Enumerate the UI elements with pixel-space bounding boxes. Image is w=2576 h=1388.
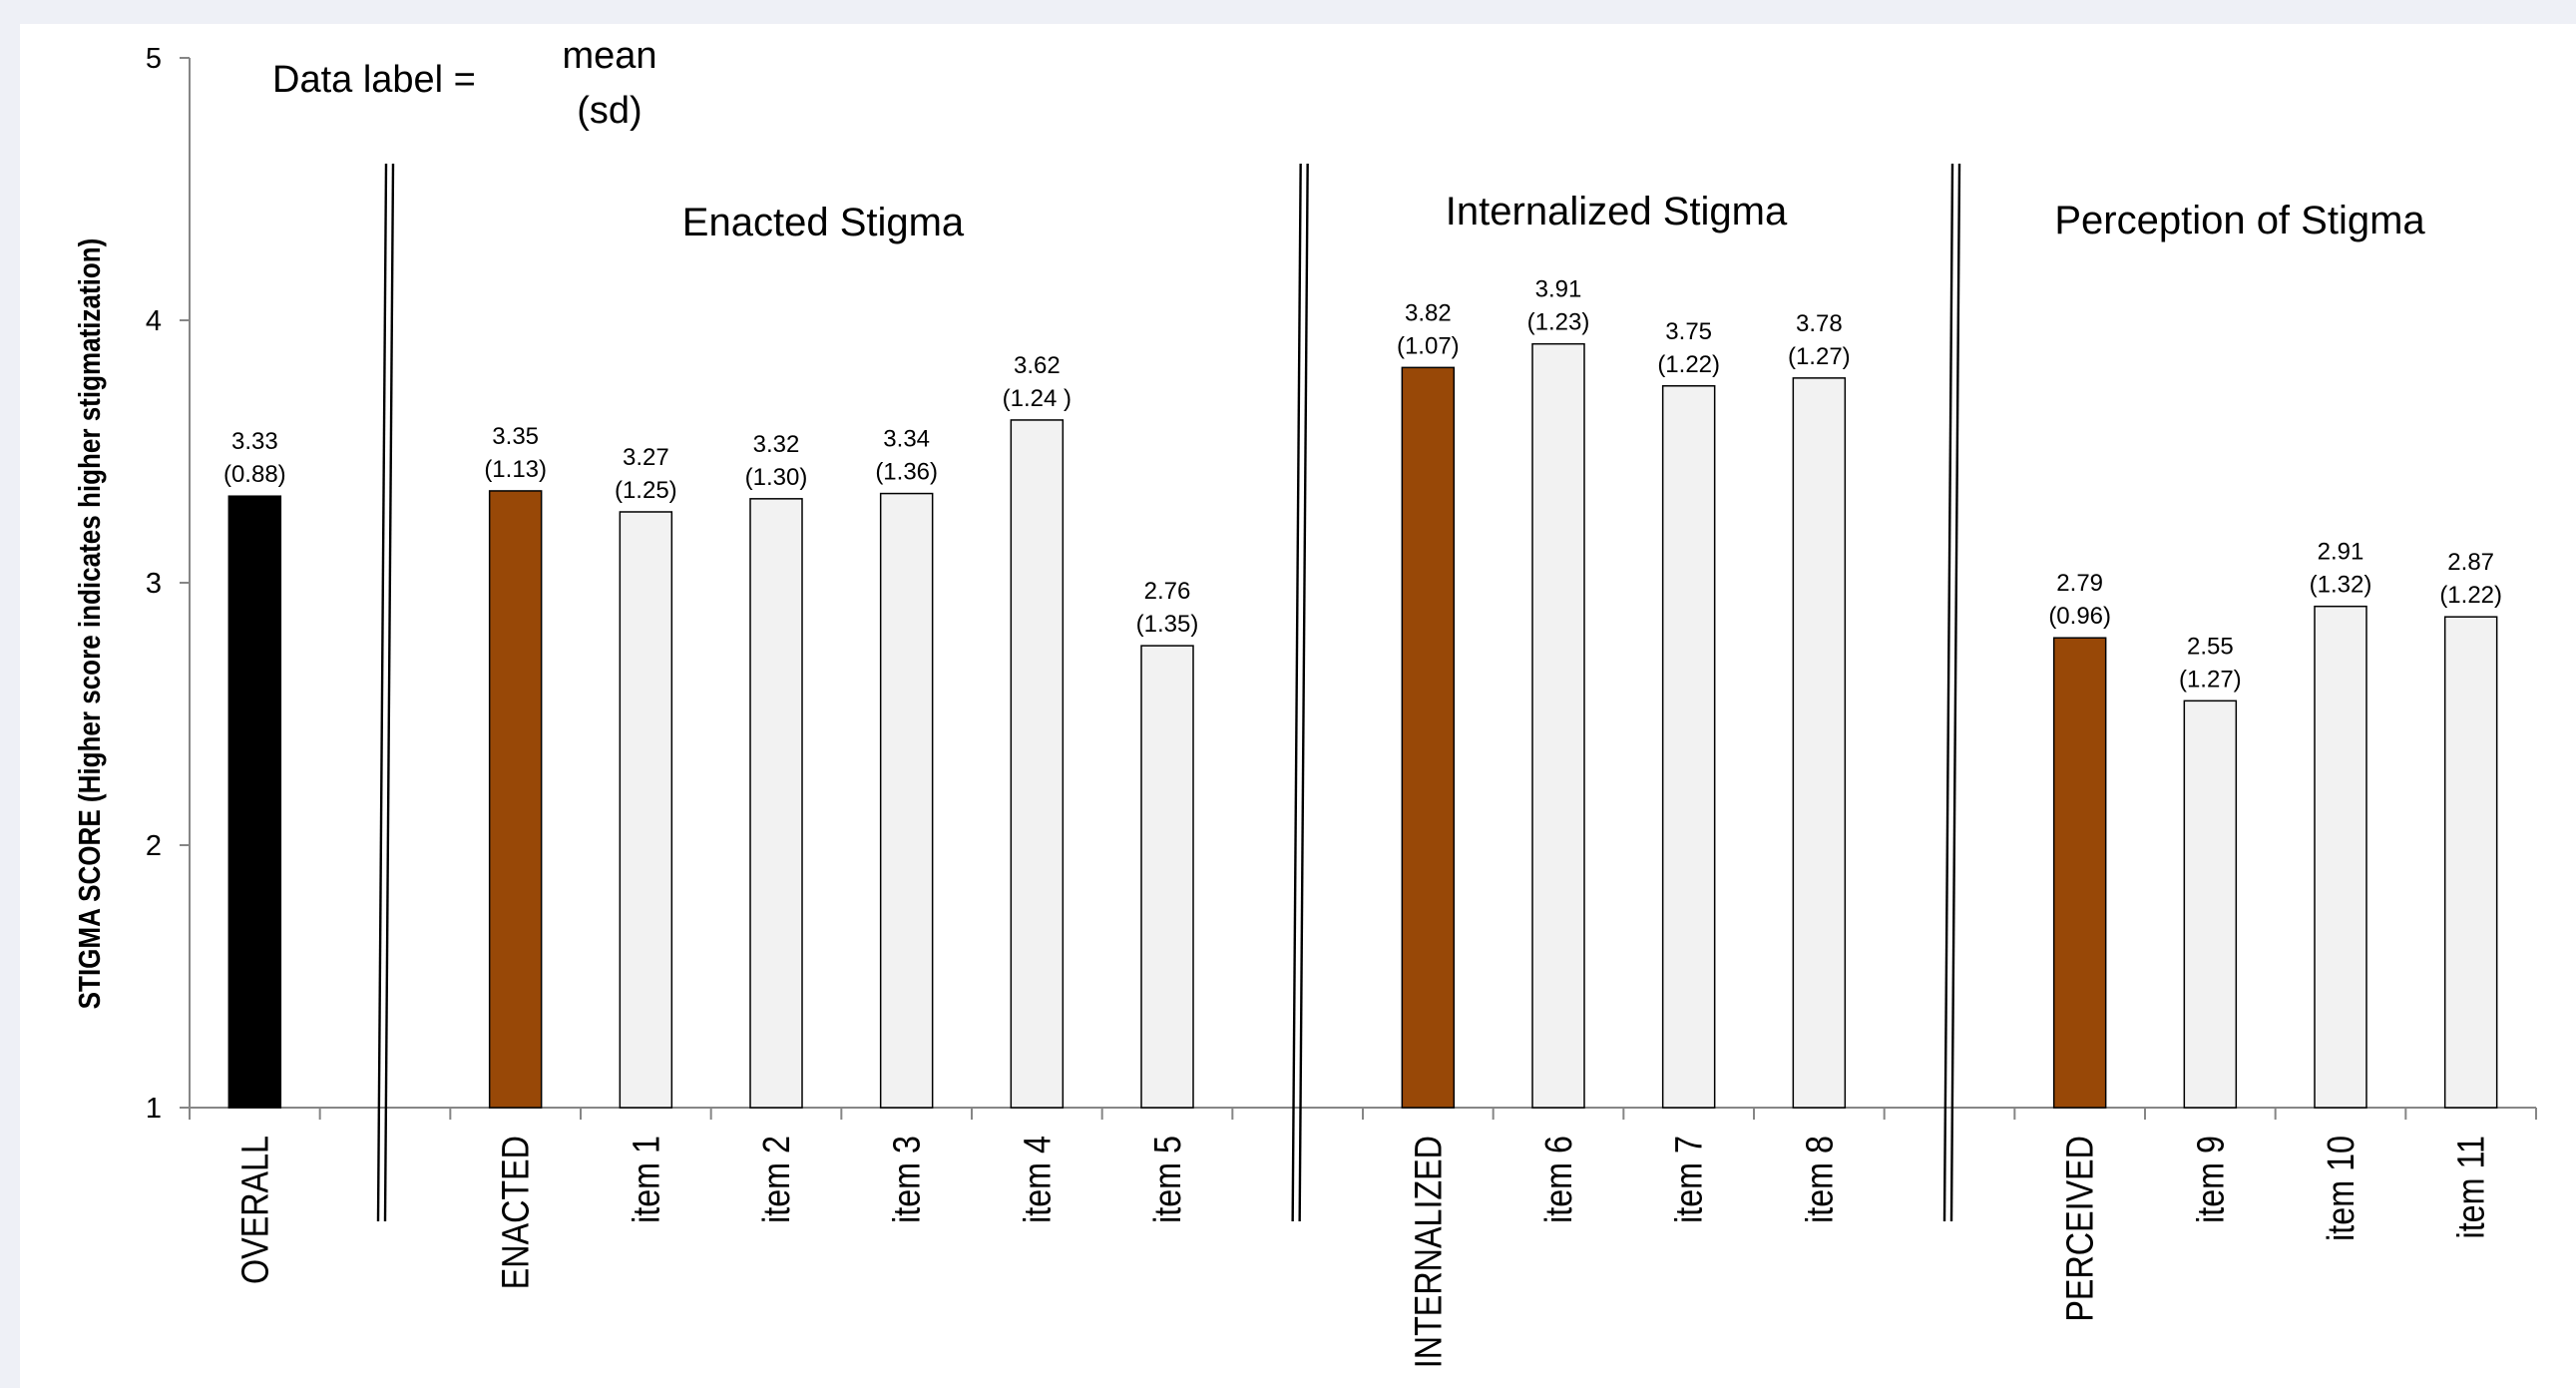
x-tick-label: item 9 — [2190, 1136, 2232, 1223]
x-tick-label: OVERALL — [234, 1136, 276, 1284]
bar-item-4 — [1010, 419, 1065, 1109]
data-label-sd: (1.30) — [745, 464, 808, 491]
bar-item-2 — [749, 498, 803, 1109]
data-label-mean: 3.35 — [492, 423, 539, 450]
group-separator-line — [383, 163, 395, 1222]
bar-item-1 — [619, 511, 673, 1109]
x-tick-label: item 8 — [1799, 1136, 1841, 1223]
plot-area: 1 2 3 4 5 3.33 (0.88) 3.35 (1.13) 3.27 (1.25) 3.32… — [20, 24, 2576, 1388]
data-label-sd: (1.22) — [2439, 582, 2502, 609]
bar-enacted — [488, 490, 543, 1109]
x-tick-labels: OVERALL ENACTED item 1 item 2 item 3 item 4 it… — [234, 1136, 2492, 1368]
x-tick-label: PERCEIVED — [2059, 1136, 2101, 1322]
data-label-mean: 2.91 — [2318, 539, 2364, 566]
x-tick-label: item 1 — [626, 1136, 667, 1223]
data-label-sd: (1.27) — [2179, 666, 2242, 693]
x-tick-label: item 7 — [1668, 1136, 1710, 1223]
data-label-sd: (1.36) — [875, 459, 938, 486]
data-label-mean: 2.87 — [2447, 549, 2494, 576]
data-label-mean: 3.82 — [1405, 299, 1452, 326]
bar-item-9 — [2183, 699, 2238, 1109]
group-separator-line — [1942, 163, 1954, 1222]
group-title: Enacted Stigma — [682, 201, 965, 244]
stigma-bar-chart: 1 2 3 4 5 3.33 (0.88) 3.35 (1.13) 3.27 (1.25) 3.32… — [73, 35, 2537, 1368]
data-label-sd: (1.07) — [1397, 332, 1460, 359]
group-title: Perception of Stigma — [2054, 199, 2425, 242]
legend-prefix: Data label = — [272, 59, 476, 101]
x-tick-label: ENACTED — [495, 1136, 537, 1289]
group-separator-line — [1291, 163, 1302, 1222]
bar-overall — [227, 495, 282, 1109]
data-label-sd: (1.27) — [1788, 343, 1851, 370]
x-axis — [189, 1107, 2537, 1120]
data-label-mean: 3.62 — [1014, 352, 1061, 379]
data-label-sd: (1.24 ) — [1003, 385, 1072, 412]
data-label-mean: 3.78 — [1796, 310, 1843, 337]
bar-item-8 — [1792, 377, 1847, 1109]
x-tick-label: item 5 — [1147, 1136, 1189, 1223]
data-label-sd: (1.13) — [484, 456, 547, 483]
x-tick-label: item 11 — [2450, 1136, 2492, 1238]
data-label-mean: 2.79 — [2056, 570, 2103, 597]
bar-item-3 — [879, 492, 934, 1109]
group-titles: Enacted Stigma Internalized Stigma Percept… — [682, 190, 2426, 244]
data-label-sd: (1.22) — [1657, 351, 1720, 378]
bar-perceived — [2052, 637, 2107, 1109]
data-label-mean: 3.75 — [1665, 318, 1712, 345]
group-title: Internalized Stigma — [1446, 190, 1788, 233]
data-label-legend: Data label = mean (sd) — [272, 35, 657, 132]
y-axis-label: STIGMA SCORE (Higher score indicates hig… — [73, 238, 108, 1010]
data-label-mean: 3.27 — [623, 444, 669, 471]
data-label-sd: (0.96) — [2048, 603, 2111, 630]
x-tick-label: INTERNALIZED — [1408, 1136, 1450, 1368]
data-label-mean: 3.91 — [1535, 276, 1582, 303]
data-label-sd: (1.25) — [615, 477, 677, 504]
x-tick-label: item 4 — [1017, 1136, 1059, 1223]
group-separator-line — [1949, 163, 1961, 1222]
x-tick-label: item 10 — [2321, 1136, 2362, 1241]
data-label-sd: (1.32) — [2310, 572, 2372, 599]
bars — [227, 342, 2498, 1109]
x-tick-label: item 2 — [756, 1136, 798, 1223]
bar-item-11 — [2443, 616, 2498, 1109]
data-label-sd: (1.23) — [1527, 309, 1590, 336]
bar-item-6 — [1531, 342, 1585, 1109]
bar-item-5 — [1140, 645, 1194, 1109]
legend-sd: (sd) — [577, 90, 642, 132]
data-label-mean: 2.55 — [2187, 633, 2234, 660]
y-tick-label: 5 — [146, 43, 162, 75]
y-axis: 1 2 3 4 5 — [146, 43, 191, 1125]
bar-item-7 — [1661, 385, 1716, 1109]
x-tick-label: item 3 — [886, 1136, 928, 1223]
legend-mean: mean — [562, 35, 656, 77]
group-separator-line — [376, 163, 388, 1222]
y-tick-label: 1 — [146, 1093, 162, 1125]
data-label-sd: (0.88) — [223, 461, 286, 488]
data-label-mean: 3.34 — [883, 426, 930, 453]
data-labels: 3.33 (0.88) 3.35 (1.13) 3.27 (1.25) 3.32 (1.30)… — [223, 276, 2502, 694]
bar-internalized — [1401, 366, 1456, 1109]
data-label-sd: (1.35) — [1136, 611, 1199, 638]
group-separators — [376, 163, 1961, 1222]
data-label-mean: 3.33 — [231, 428, 278, 455]
x-tick-label: item 6 — [1538, 1136, 1580, 1223]
y-tick-label: 2 — [146, 830, 162, 862]
y-tick-label: 3 — [146, 568, 162, 600]
bar-item-10 — [2314, 605, 2367, 1109]
y-tick-label: 4 — [146, 305, 162, 337]
group-separator-line — [1298, 163, 1309, 1222]
data-label-mean: 2.76 — [1144, 578, 1191, 605]
data-label-mean: 3.32 — [753, 431, 800, 458]
